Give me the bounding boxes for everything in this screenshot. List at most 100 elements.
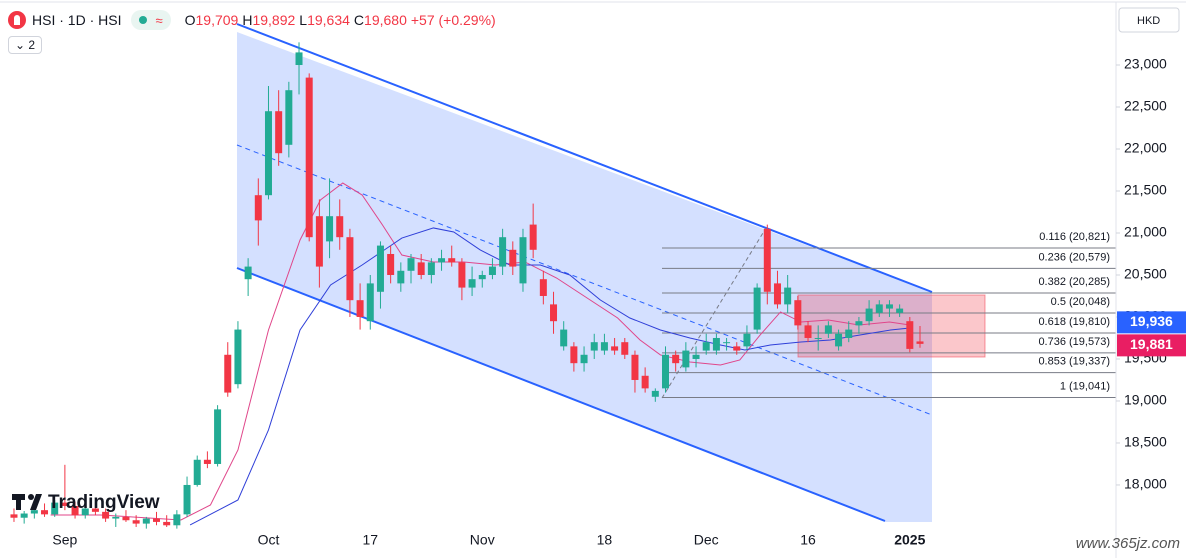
logo [12,494,42,510]
candle-body [550,304,558,322]
fib-label: 0.116 (20,821) [1039,231,1110,243]
candle-body [112,516,120,519]
channel-mid [236,144,933,416]
y-tick-label: 19,000 [1124,392,1167,408]
candle-body [621,342,629,355]
candle-body [580,354,588,364]
y-tick-label: 22,000 [1124,140,1167,156]
candle-body [122,516,130,521]
candle-body [275,111,283,154]
y-tick-label: 22,500 [1124,98,1167,114]
candle-body [153,518,160,522]
candle-body [733,346,741,351]
candle-body [458,262,466,288]
symbol-icon [8,11,26,29]
candle-body [224,354,232,393]
candle-body [896,308,904,313]
candle-body [173,514,181,526]
candle-body [560,329,568,347]
candle-body [692,354,700,359]
ohlc-key: H [242,12,253,28]
legend-header: HSI · 1D · HSI ≈ O19,709 H19,892 L19,634 C1… [8,8,496,32]
ohlc-key: C [353,12,365,28]
candle-body [916,341,924,344]
y-tick-label: 21,500 [1124,182,1167,198]
candle-body [723,342,731,344]
candle-body [641,375,649,389]
candle-body [702,342,710,351]
status-toggle[interactable]: ≈ [131,10,171,30]
y-tick-label: 20,500 [1124,266,1167,282]
candle-body [407,258,415,271]
candle-body [478,274,486,280]
ohlc: O19,709 H19,892 L19,634 C19,680 [181,12,407,28]
candle-body [824,325,832,334]
channel-upper [236,23,933,293]
fib-label: 0.5 (20,048) [1051,296,1110,308]
candle-body [81,508,89,516]
candle-body [417,262,425,275]
indicator-toggle[interactable]: ⌄ 2 [8,36,43,54]
fib-label: 0.618 (19,810) [1038,316,1110,328]
candle-body [20,513,28,518]
price-tag-label: 19,881 [1130,336,1173,352]
candle-body [611,346,619,351]
candle-body [712,337,720,351]
candle-body [488,266,496,275]
candle-body [10,514,18,518]
candle-body [499,237,507,267]
candle-body [468,279,476,288]
ohlc-value: 19,634 [307,12,350,28]
candle-body [743,333,751,347]
y-tick-label: 18,000 [1124,476,1167,492]
candle-body [132,520,140,524]
candle-body [804,325,812,338]
candle-body [336,216,344,238]
ohlc-value: 19,892 [252,12,296,28]
indicator-count: 2 [28,38,36,52]
x-tick-label: 16 [800,532,816,548]
currency-box[interactable] [1118,7,1180,33]
candle-body [682,350,690,368]
candle-body [662,354,669,389]
x-tick-label: 2025 [894,532,925,548]
candle-body [193,459,201,485]
candle-body [41,510,49,515]
candle-body [590,342,598,351]
price-tag [1117,334,1186,357]
candle-body [773,283,781,305]
candle-body [61,502,69,506]
candle-body [885,304,893,309]
candle-body [183,484,191,515]
candle-body [264,111,272,196]
x-tick-label: Oct [258,532,280,548]
y-tick-label: 21,000 [1124,224,1167,240]
candle-body [142,518,150,524]
candle-body [51,502,59,515]
watermark: www.365jz.com [1076,535,1180,552]
candle-body [600,342,608,351]
channel-fill [237,32,932,522]
candle-body [326,216,334,242]
ohlc-key: O [184,12,196,28]
x-tick-label: 17 [362,532,378,548]
fib-label: 0.853 (19,337) [1038,356,1110,368]
candle-body [835,333,843,347]
candle-body [875,304,883,313]
candle-body [91,508,99,512]
candle-body [448,258,456,263]
fib-label: 0.736 (19,573) [1038,336,1110,348]
candle-body [397,270,405,284]
candle-body [845,329,853,338]
symbol[interactable]: HSI · 1D · HSI [32,12,122,28]
candle-body [305,77,313,238]
y-tick-label: 18,500 [1124,434,1167,450]
candle-body [387,253,395,275]
candle-body [295,52,303,66]
candle-body [427,262,435,275]
candle-body [539,279,547,296]
y-tick-label: 23,000 [1124,56,1167,72]
candle-body [855,321,863,326]
ohlc-value: 19,680 [364,12,407,28]
